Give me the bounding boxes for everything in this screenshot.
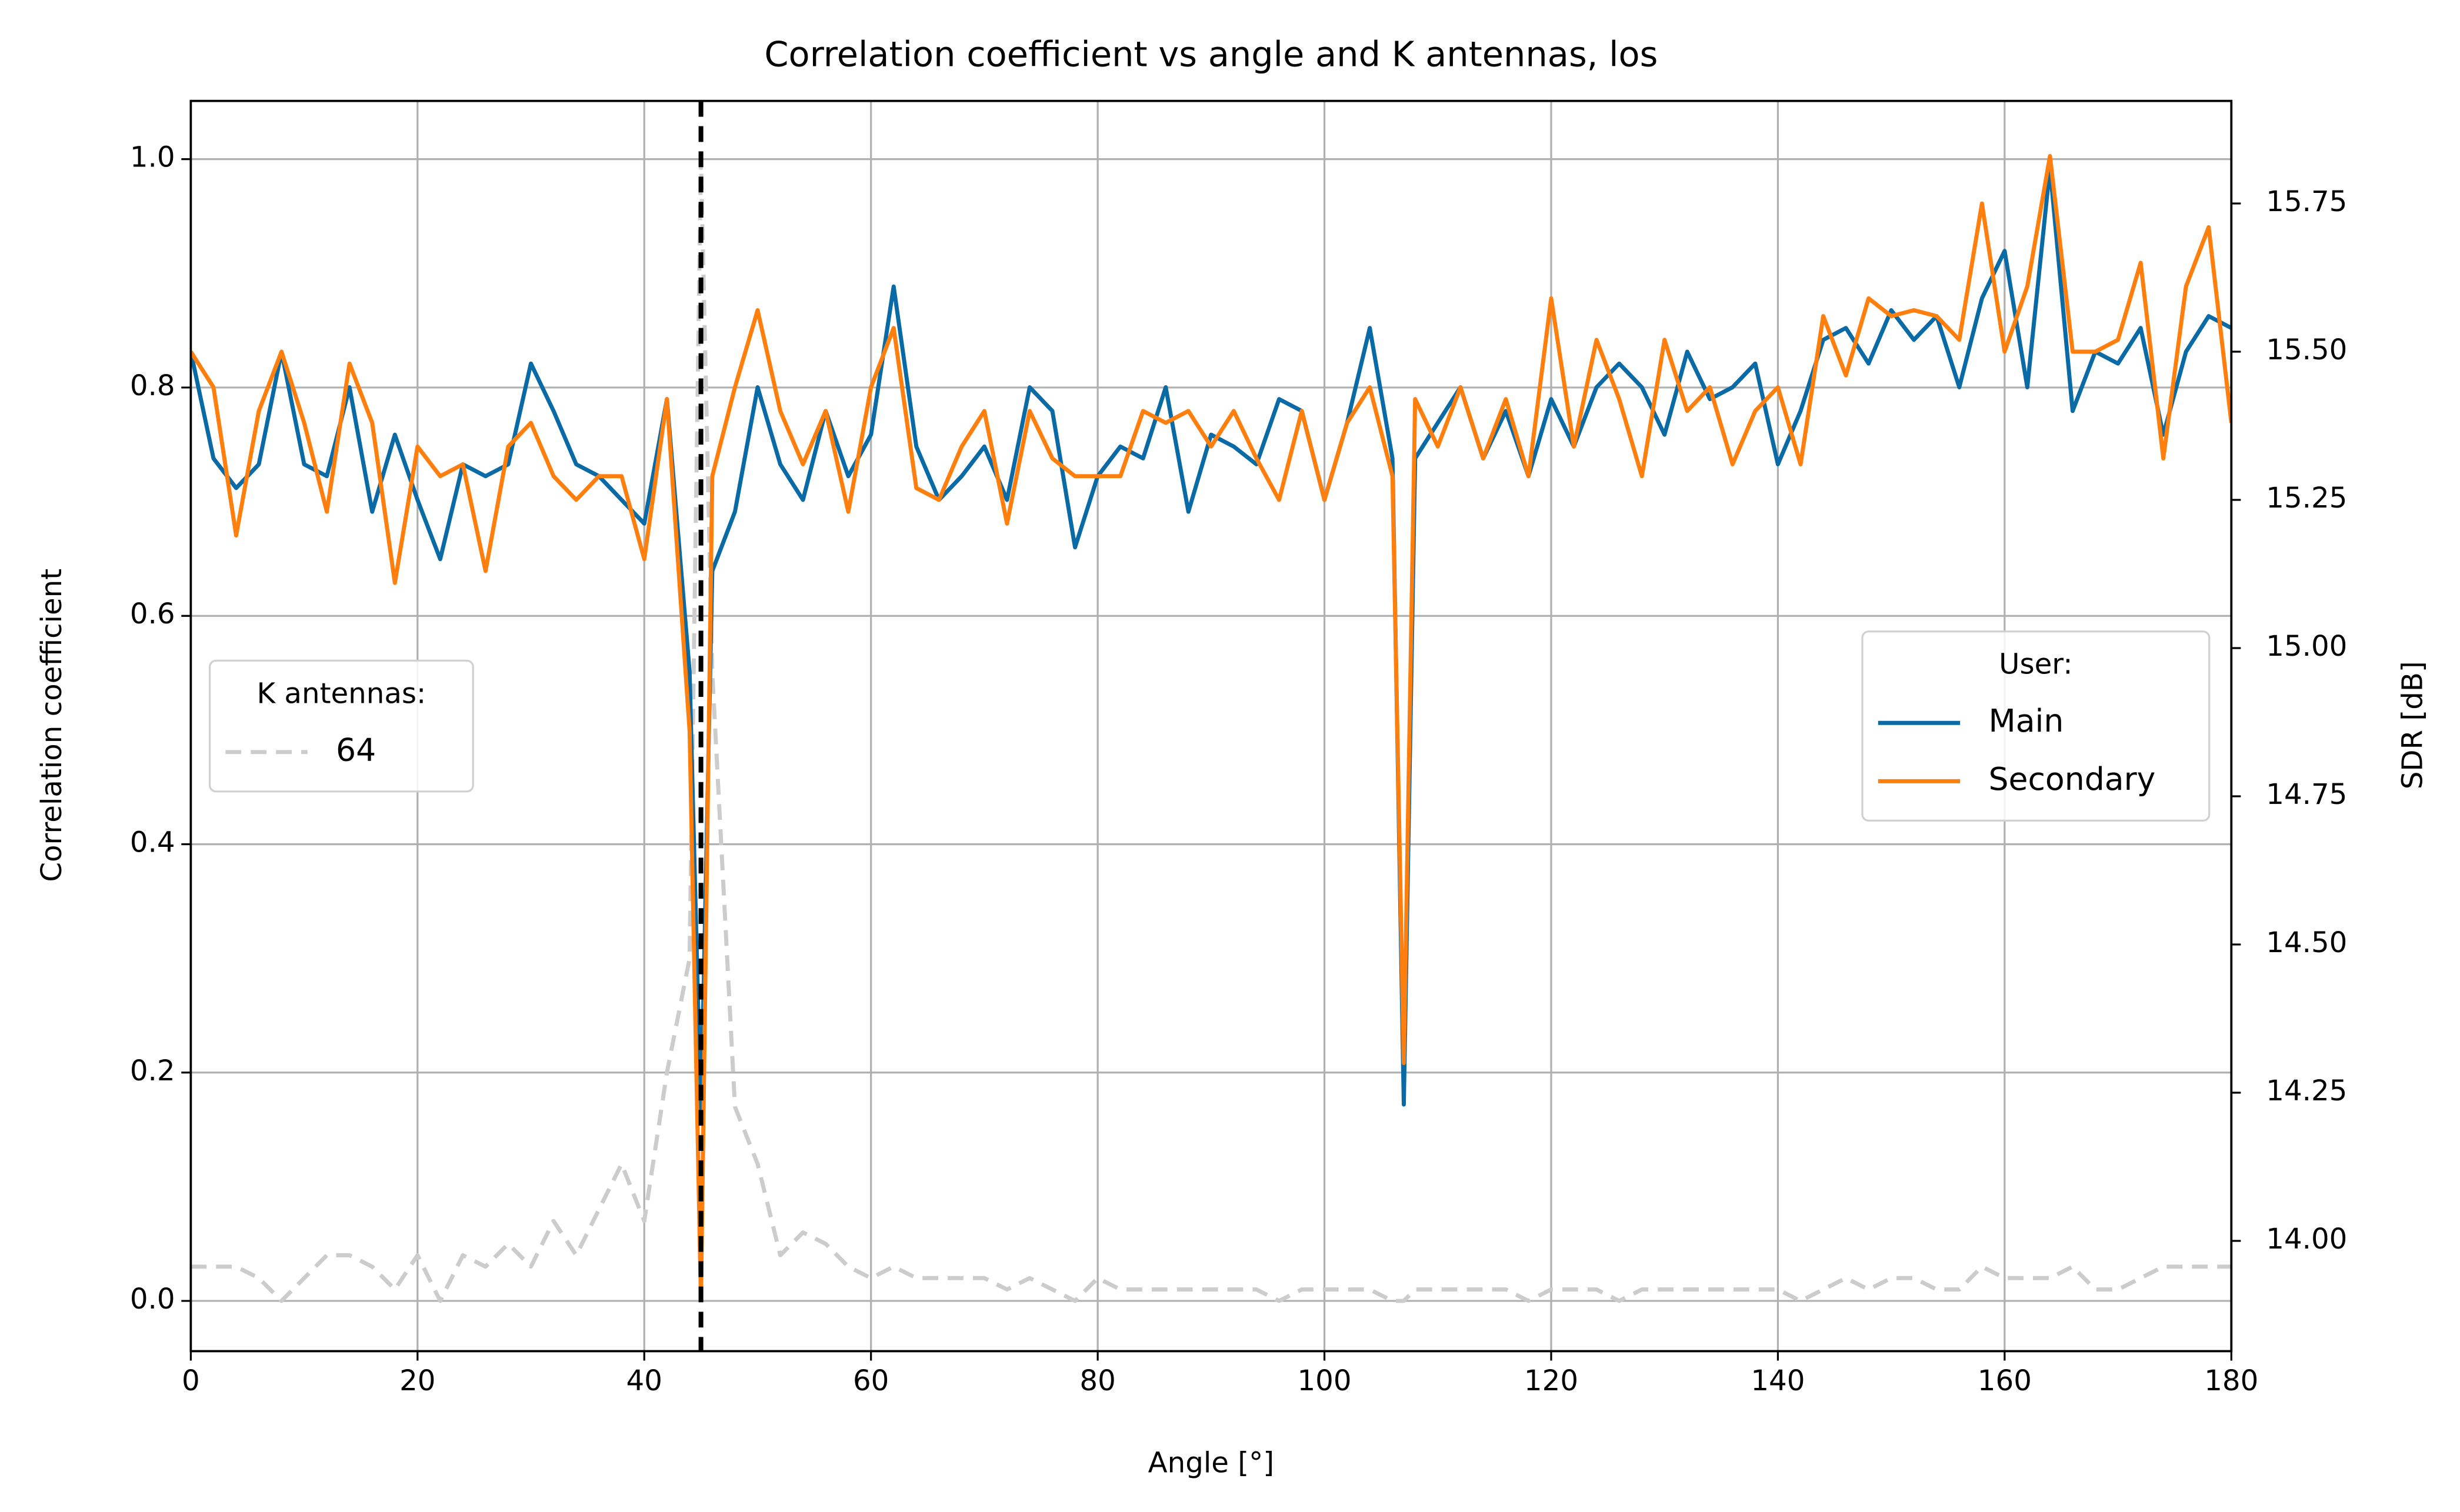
y2-tick-label: 14.25	[2266, 1074, 2347, 1107]
y-tick-label: 1.0	[130, 141, 175, 174]
x-tick-label: 100	[1297, 1364, 1351, 1397]
y-tick-label: 0.8	[130, 369, 175, 402]
legend-label: 64	[336, 731, 376, 768]
y2-axis-label: SDR [dB]	[2396, 661, 2429, 789]
series-line	[191, 157, 2232, 1303]
x-tick-label: 180	[2204, 1364, 2258, 1397]
y2-tick-label: 14.75	[2266, 778, 2347, 811]
y-tick-label: 0.6	[130, 598, 175, 630]
series-line	[191, 166, 2232, 1119]
legend-box	[208, 659, 474, 793]
y2-tick-label: 15.75	[2266, 185, 2347, 218]
y2-tick-label: 15.00	[2266, 630, 2347, 663]
legend-label: Secondary	[1988, 760, 2155, 797]
legend-title: User:	[1999, 648, 2072, 681]
y-axis-label: Correlation coefficient	[35, 569, 68, 882]
x-axis-label: Angle [°]	[1148, 1447, 1274, 1480]
y2-tick-label: 14.00	[2266, 1223, 2347, 1256]
x-tick-label: 20	[399, 1364, 435, 1397]
x-tick-label: 160	[1978, 1364, 2032, 1397]
y-tick-label: 0.0	[130, 1283, 175, 1316]
y2-tick-label: 14.50	[2266, 926, 2347, 959]
legend-box	[1861, 630, 2211, 822]
legend-title: K antennas:	[256, 677, 426, 710]
x-tick-label: 40	[626, 1364, 662, 1397]
legend-label: Main	[1988, 702, 2064, 739]
plot-frame	[189, 99, 2233, 1353]
y2-tick-label: 15.50	[2266, 333, 2347, 366]
x-tick-label: 60	[853, 1364, 889, 1397]
y2-tick-label: 15.25	[2266, 482, 2347, 515]
x-tick-label: 120	[1524, 1364, 1578, 1397]
x-tick-label: 0	[182, 1364, 200, 1397]
x-tick-label: 80	[1079, 1364, 1115, 1397]
x-tick-label: 140	[1751, 1364, 1805, 1397]
y-tick-label: 0.4	[130, 826, 175, 859]
series-line	[191, 153, 2232, 1303]
y-tick-label: 0.2	[130, 1054, 175, 1087]
chart-title: Correlation coefficient vs angle and K a…	[764, 34, 1658, 75]
